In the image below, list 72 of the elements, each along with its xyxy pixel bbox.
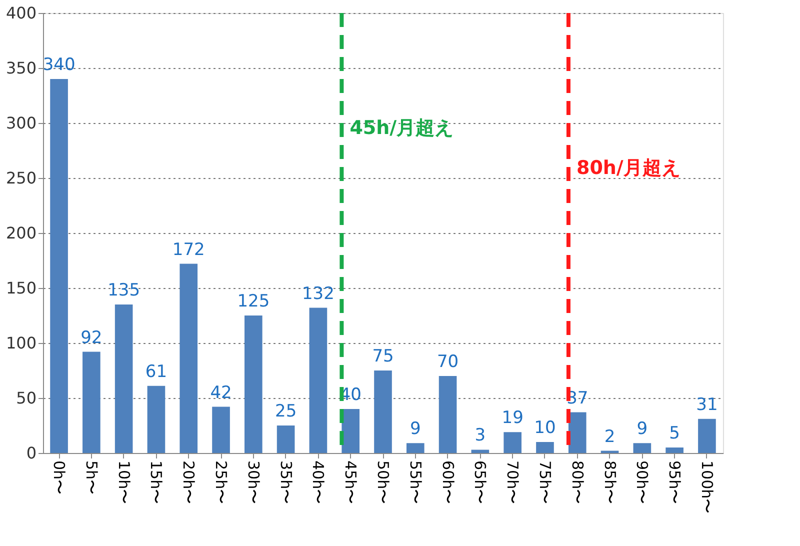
data-label: 135 xyxy=(108,280,140,300)
data-label: 92 xyxy=(80,328,102,348)
data-label: 70 xyxy=(436,352,459,372)
data-label: 5 xyxy=(669,424,680,444)
x-tick-label: 50h〜 xyxy=(374,460,392,504)
y-tick-label: 200 xyxy=(6,224,36,242)
bar xyxy=(698,418,716,453)
x-tick-label: 30h〜 xyxy=(244,460,262,504)
y-tick-label: 0 xyxy=(26,444,36,462)
data-label: 75 xyxy=(372,346,394,366)
bar xyxy=(276,426,295,453)
data-label: 25 xyxy=(274,402,297,422)
y-tick-label: 100 xyxy=(6,334,36,352)
bar xyxy=(50,79,68,453)
data-label: 2 xyxy=(604,426,616,447)
bar xyxy=(82,352,100,453)
data-label: 61 xyxy=(145,362,168,382)
x-tick-label: 35h〜 xyxy=(276,460,295,504)
x-tick-label: 55h〜 xyxy=(406,460,424,504)
data-label: 42 xyxy=(210,382,232,403)
bar xyxy=(406,443,424,453)
y-tick-label: 250 xyxy=(6,168,36,188)
x-tick-label: 40h〜 xyxy=(309,460,328,504)
x-tick-label: 25h〜 xyxy=(212,460,230,504)
x-tick-label: 75h〜 xyxy=(536,460,554,504)
x-tick-label: 80h〜 xyxy=(568,460,586,504)
data-label: 172 xyxy=(172,240,205,260)
data-label: 340 xyxy=(42,55,76,75)
x-tick-label: 100h〜 xyxy=(698,460,716,514)
y-tick-label: 300 xyxy=(6,114,36,132)
data-label: 125 xyxy=(237,292,270,312)
bar xyxy=(342,409,360,453)
x-tick-label: 15h〜 xyxy=(147,460,166,504)
bar xyxy=(374,370,392,453)
x-tick-label: 90h〜 xyxy=(633,460,652,504)
ref-line-label: 80h/月超え xyxy=(576,157,680,179)
bar xyxy=(633,443,652,453)
data-label: 132 xyxy=(302,284,334,304)
bar xyxy=(212,406,230,453)
bar xyxy=(147,386,166,453)
data-label: 31 xyxy=(696,394,718,415)
bar xyxy=(666,448,684,453)
y-tick-label: 50 xyxy=(16,388,36,408)
x-tick-label: 5h〜 xyxy=(82,460,100,495)
x-tick-label: 45h〜 xyxy=(342,460,360,504)
y-tick-label: 400 xyxy=(6,4,36,22)
x-tick-label: 60h〜 xyxy=(438,460,457,504)
bar xyxy=(114,304,133,453)
bar xyxy=(438,376,457,453)
data-label: 3 xyxy=(474,426,486,446)
x-tick-label: 95h〜 xyxy=(666,460,684,504)
bar xyxy=(568,412,586,453)
bar xyxy=(244,316,262,453)
data-label: 19 xyxy=(502,408,524,428)
x-tick-label: 65h〜 xyxy=(471,460,490,504)
x-tick-label: 10h〜 xyxy=(114,460,133,504)
x-tick-label: 20h〜 xyxy=(180,460,198,504)
ref-line-label: 45h/月超え xyxy=(350,117,454,139)
x-tick-label: 0h〜 xyxy=(50,460,68,495)
data-label: 10 xyxy=(534,418,556,438)
x-tick-label: 70h〜 xyxy=(504,460,522,504)
bar xyxy=(471,450,490,453)
data-label: 9 xyxy=(410,419,421,440)
data-label: 9 xyxy=(636,419,648,440)
data-label: 37 xyxy=(566,388,588,408)
bar xyxy=(309,308,328,453)
bar xyxy=(536,442,554,453)
y-tick-label: 150 xyxy=(6,278,36,298)
bar xyxy=(504,432,522,453)
x-tick-label: 85h〜 xyxy=(600,460,619,504)
bar xyxy=(180,264,198,453)
y-tick-label: 350 xyxy=(6,58,36,78)
